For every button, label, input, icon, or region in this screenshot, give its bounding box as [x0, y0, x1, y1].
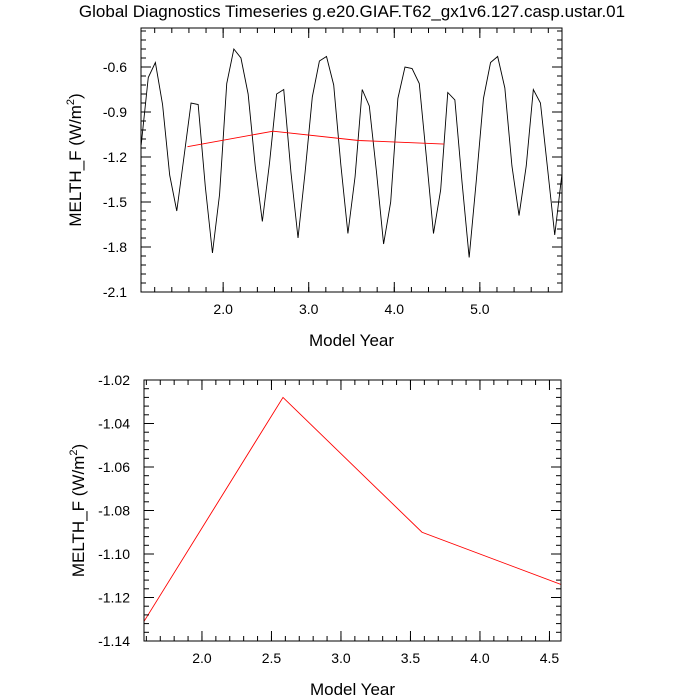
plot-frame [140, 27, 563, 293]
x-tick-label: 4.5 [540, 650, 560, 666]
monthly-line-0 [141, 47, 562, 258]
x-tick-label: 3.0 [299, 301, 319, 317]
x-tick-label: 3.0 [331, 650, 351, 666]
y-tick-label: -1.8 [103, 239, 127, 255]
plot-frame [143, 379, 562, 642]
y-tick-label: -1.08 [98, 503, 130, 519]
y-axis-label: MELTH_F (W/m2) [65, 93, 85, 226]
x-tick-label: 4.0 [470, 650, 490, 666]
x-axis-label: Model Year [310, 680, 395, 699]
y-tick-label: -1.14 [98, 633, 130, 649]
x-tick-label: 4.0 [385, 301, 405, 317]
x-tick-label: 2.5 [262, 650, 282, 666]
timeseries-panel: 2.0 3.0 4.0 5.0 -0.6 -0.9 -1.2 -1.5 -1.8 -2.1 Mode… [65, 27, 563, 350]
y-tick-label: -0.9 [103, 104, 127, 120]
y-tick-label: -1.2 [103, 149, 127, 165]
y-tick-label: -1.06 [98, 459, 130, 475]
annual-mean-line-1 [144, 396, 561, 622]
y-tick-label: -0.6 [103, 59, 127, 75]
y-tick-label: -2.1 [103, 284, 127, 300]
tick-marks [141, 28, 562, 293]
y-tick-label: -1.12 [98, 590, 130, 606]
annual-mean-panel: 2.0 2.5 3.0 3.5 4.0 4.5 -1.02 -1.04 -1.06 -1.08 -1… [68, 372, 562, 699]
x-axis-label: Model Year [309, 331, 394, 350]
figure-title: Global Diagnostics Timeseries g.e20.GIAF… [79, 2, 625, 21]
y-tick-label: -1.5 [103, 194, 127, 210]
y-axis-label: MELTH_F (W/m2) [68, 444, 88, 577]
annual-mean-line-0 [187, 130, 445, 148]
y-tick-label: -1.10 [98, 546, 130, 562]
x-tick-label: 5.0 [470, 301, 490, 317]
y-tick-label: -1.04 [98, 416, 130, 432]
y-tick-label: -1.02 [98, 372, 130, 388]
x-tick-label: 3.5 [401, 650, 421, 666]
tick-marks [144, 379, 561, 642]
x-tick-label: 2.0 [192, 650, 212, 666]
x-tick-label: 2.0 [213, 301, 233, 317]
